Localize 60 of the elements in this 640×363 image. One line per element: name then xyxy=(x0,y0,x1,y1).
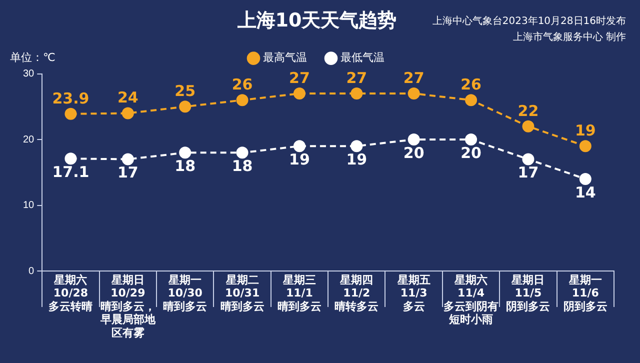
data-label: 19 xyxy=(574,121,596,140)
text: 上海市气象服务中心 制作 xyxy=(512,30,626,45)
x-tick-label: 星期日 10/29 晴到多云，早晨局部地区有雾 xyxy=(99,273,156,340)
data-label: 14 xyxy=(574,183,596,202)
x-tick-label: 星期二 10/31 晴到多云 xyxy=(220,273,264,313)
data-label: 19 xyxy=(289,150,310,168)
data-label: 26 xyxy=(460,75,482,94)
data-label: 18 xyxy=(232,157,253,176)
y-axis-title: 单位：℃ xyxy=(10,50,56,65)
point xyxy=(179,146,192,159)
data-label: 17 xyxy=(117,164,138,182)
point xyxy=(236,146,248,159)
data-label: 23.9 xyxy=(52,89,90,108)
x-tick-label: 星期一 10/30 晴到多云 xyxy=(163,273,208,313)
point xyxy=(179,100,192,113)
data-label: 27 xyxy=(403,68,424,87)
data-label: 17.1 xyxy=(52,162,90,181)
point xyxy=(122,107,134,120)
y-tick-label: 10 xyxy=(23,200,35,212)
point xyxy=(465,134,478,146)
chart-title: 上海10天天气趋势 xyxy=(236,9,397,32)
point xyxy=(236,94,248,106)
x-tick-label: 星期日 11/5 阴到多云 xyxy=(506,273,550,313)
data-label: 19 xyxy=(346,150,368,168)
point xyxy=(408,134,420,146)
point xyxy=(350,140,363,152)
y-tick-label: 30 xyxy=(23,68,35,80)
y-tick-label: 20 xyxy=(23,134,35,146)
x-tick-label: 星期三 11/1 晴到多云 xyxy=(277,273,322,313)
legend-label: 最低气温 xyxy=(340,51,384,64)
data-label: 24 xyxy=(117,88,138,107)
x-tick-label: 星期六 11/4 多云到阴有短时小雨 xyxy=(444,273,499,326)
point xyxy=(122,153,134,166)
data-label: 27 xyxy=(289,68,310,87)
data-label: 26 xyxy=(232,75,253,94)
data-label: 22 xyxy=(518,102,539,120)
y-tick-label: 0 xyxy=(28,266,35,277)
data-label: 25 xyxy=(174,82,196,100)
data-label: 20 xyxy=(460,144,482,162)
point xyxy=(64,152,77,165)
point xyxy=(350,88,363,100)
x-tick-label: 星期四 11/2 晴转多云 xyxy=(334,273,379,313)
legend-label: 最高气温 xyxy=(263,51,307,64)
point xyxy=(293,88,306,100)
point xyxy=(293,140,306,152)
data-label: 18 xyxy=(174,157,196,176)
data-label: 27 xyxy=(346,68,368,87)
x-tick-label: 星期一 11/6 阴到多云 xyxy=(563,273,608,313)
point xyxy=(522,153,534,166)
point xyxy=(64,108,77,120)
data-label: 20 xyxy=(403,144,424,162)
point xyxy=(408,88,420,100)
x-tick-label: 星期六 10/28 多云转晴 xyxy=(48,273,93,313)
point xyxy=(465,94,478,106)
point xyxy=(579,172,592,185)
data-label: 17 xyxy=(518,164,539,182)
text: 上海中心气象台2023年10月28日16时发布 xyxy=(432,14,626,29)
x-tick-label: 星期五 11/3 多云 xyxy=(396,273,430,313)
point xyxy=(579,140,592,152)
point xyxy=(522,120,534,132)
